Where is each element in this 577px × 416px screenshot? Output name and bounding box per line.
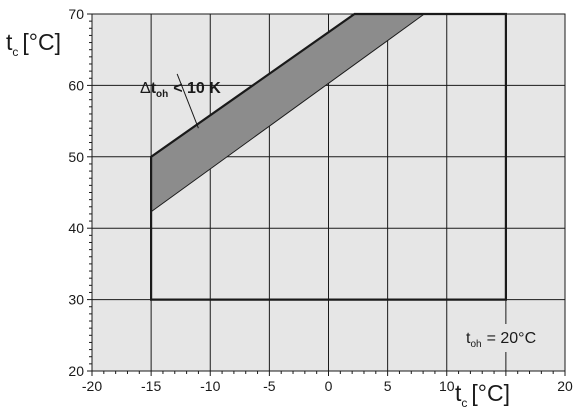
toh-subscript: oh	[470, 339, 481, 350]
delta-t: t	[151, 80, 157, 97]
annotation-leader-line	[176, 73, 199, 129]
x-axis-title: tc [°C]	[455, 380, 510, 410]
y-axis-title-symbol: t	[6, 29, 13, 55]
delta-subscript: oh	[156, 89, 168, 100]
x-tick-label: -10	[200, 378, 220, 394]
axis-ticks: -20 -15 -10 -5 0 5 10 20 20 30 40 50 60 70	[68, 6, 573, 394]
x-axis-title-symbol: t	[455, 380, 462, 406]
band-lower-line	[150, 13, 425, 213]
delta-symbol: Δ	[140, 80, 151, 97]
x-tick-label: 5	[384, 378, 392, 394]
x-tick-label: -20	[82, 378, 102, 394]
x-tick-label: -15	[141, 378, 161, 394]
x-tick-label: 10	[439, 378, 455, 394]
x-tick-label: -5	[263, 378, 276, 394]
delta-rest: < 10 K	[173, 80, 221, 97]
y-tick-label: 50	[68, 149, 84, 165]
x-tick-label: 0	[325, 378, 333, 394]
x-axis-title-unit: [°C]	[471, 380, 510, 406]
y-tick-label: 40	[68, 220, 84, 236]
y-axis-title-subscript: c	[12, 45, 18, 59]
delta-toh-label: Δtoh < 10 K	[140, 80, 221, 100]
y-axis-title-unit: [°C]	[22, 29, 61, 55]
toh-t: t	[466, 330, 471, 347]
y-tick-label: 60	[68, 77, 84, 93]
toh-rest: = 20°C	[487, 330, 537, 347]
toh-label-background	[458, 324, 550, 352]
y-axis-title: tc [°C]	[6, 29, 61, 59]
y-tick-label: 70	[68, 6, 84, 22]
x-tick-label: 20	[557, 378, 573, 394]
toh-label: toh = 20°C	[466, 330, 536, 350]
x-axis-title-subscript: c	[461, 396, 467, 410]
temperature-difference-band	[150, 13, 425, 213]
y-tick-label: 30	[68, 292, 84, 308]
y-tick-label: 20	[68, 363, 84, 379]
